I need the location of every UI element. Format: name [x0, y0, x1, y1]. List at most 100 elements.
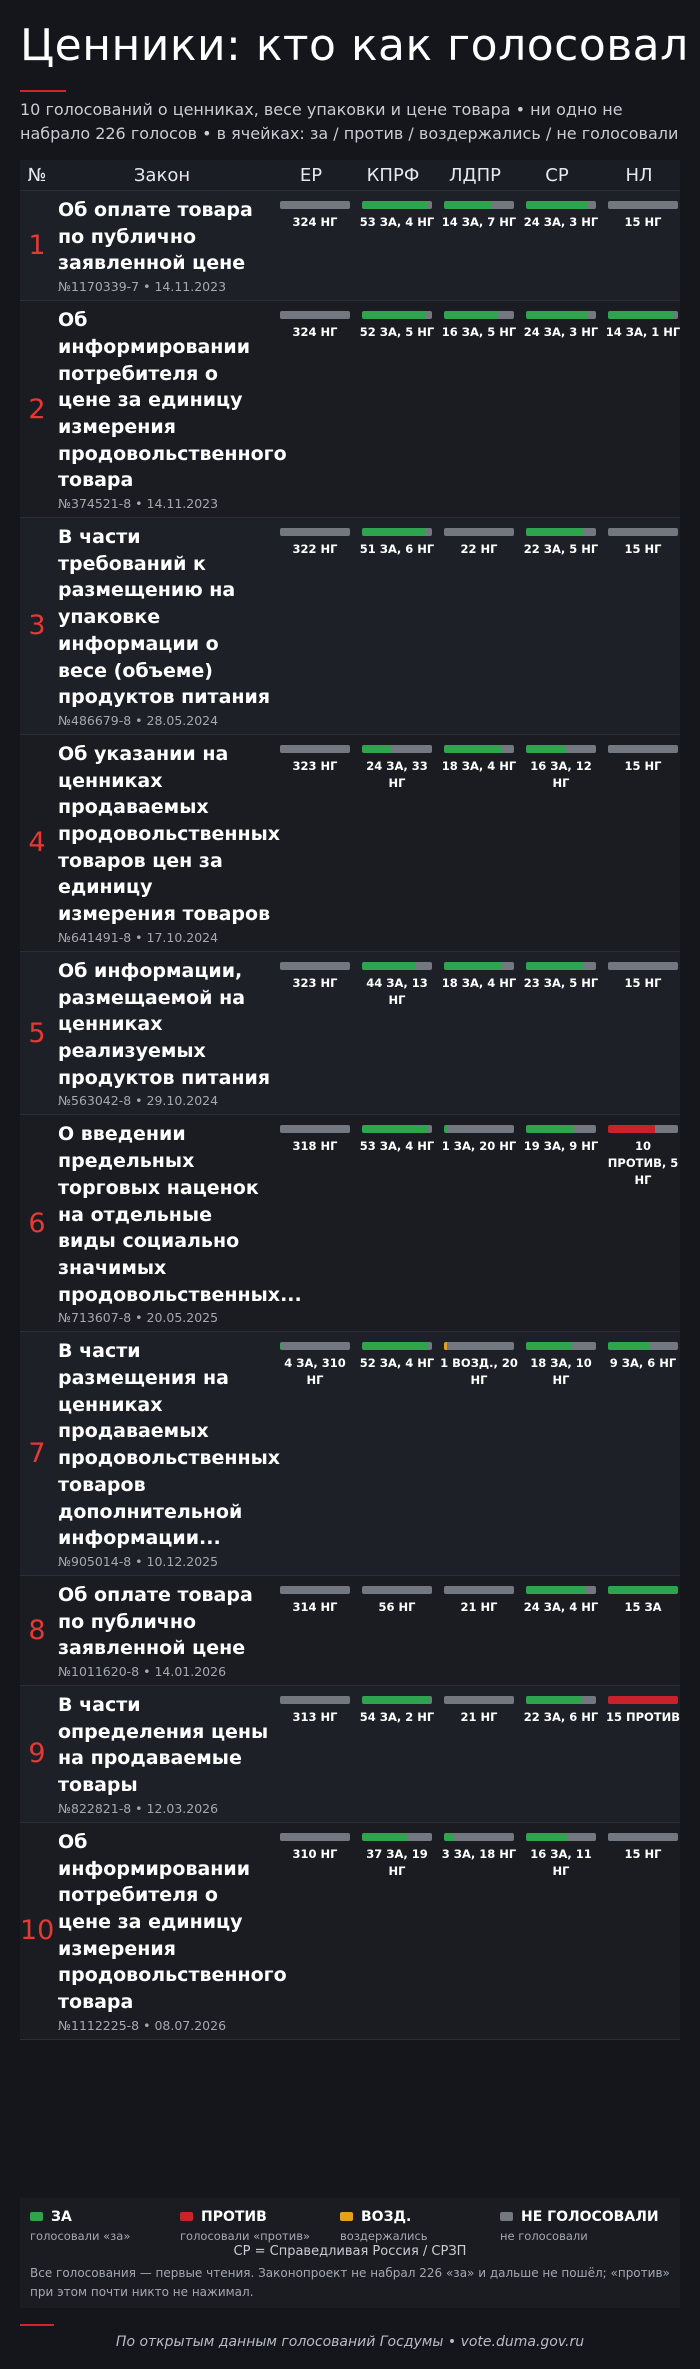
vote-segment	[566, 744, 596, 753]
vote-bar	[608, 744, 678, 753]
vote-segment	[447, 1125, 514, 1134]
law: В части требований к размещению на упако…	[54, 518, 274, 734]
column-header: ЛДПР	[449, 164, 501, 186]
vote-cell: 18 ЗА, 4 НГ	[438, 952, 520, 1115]
table-row: 4 Об указании на ценниках продаваемых про…	[20, 734, 680, 952]
vote-label: 15 НГ	[624, 758, 662, 773]
vote-bar	[444, 744, 514, 753]
vote-bar	[444, 201, 514, 209]
vote-cell: 324 НГ	[274, 191, 356, 300]
vote-label: 14 ЗА, 7 НГ	[441, 215, 517, 229]
vote-label: 15 ПРОТИВ	[605, 1710, 681, 1725]
vote-label: 15 НГ	[624, 215, 662, 229]
vote-segment	[583, 961, 596, 970]
vote-bar	[608, 311, 678, 320]
table-header: № Закон ЕР КПРФ ЛДПР СР НЛ	[20, 160, 680, 191]
law-title: О введении предельных торговых наценок н…	[58, 1123, 302, 1306]
law-meta: №486679-8 • 28.05.2024	[58, 712, 219, 728]
vote-bar	[444, 1585, 514, 1594]
vote-segment	[526, 1585, 586, 1594]
vote-bar	[526, 201, 596, 209]
vote-cell: 44 ЗА, 13 НГ	[356, 952, 438, 1115]
vote-bar	[444, 528, 514, 537]
vote-cell: 22 НГ	[438, 518, 520, 734]
row-number: 5	[28, 1017, 46, 1049]
vote-cell: 18 ЗА, 4 НГ	[438, 735, 520, 951]
column-header: НЛ	[625, 164, 653, 186]
vote-cell: 19 ЗА, 9 НГ	[520, 1115, 602, 1331]
abbr-note: СР = Справедливая Россия / СРЗП	[233, 2244, 467, 2259]
vote-label: 16 ЗА, 12 НГ	[530, 758, 592, 790]
vote-bar	[526, 1832, 596, 1841]
legend-label: ЗА	[51, 2209, 72, 2225]
vote-bar	[526, 1585, 596, 1594]
vote-segment	[362, 1585, 432, 1594]
vote-segment	[444, 1125, 448, 1134]
vote-cell: 324 НГ	[274, 301, 356, 517]
vote-bar	[608, 1342, 678, 1351]
vote-cell: 22 ЗА, 6 НГ	[520, 1686, 602, 1822]
vote-cell: 15 ПРОТИВ	[602, 1686, 684, 1822]
vote-label: 16 ЗА, 11 НГ	[530, 1846, 592, 1878]
vote-segment	[444, 1696, 514, 1705]
vote-segment	[427, 1125, 432, 1134]
law: Об информации, размещаемой на ценниках р…	[54, 952, 274, 1115]
vote-cell: 322 НГ	[274, 518, 356, 734]
law: Об указании на ценниках продаваемых прод…	[54, 735, 280, 951]
vote-label: 18 ЗА, 4 НГ	[441, 975, 517, 990]
legend-label: НЕ ГОЛОСОВАЛИ	[521, 2209, 659, 2225]
vote-cell: 24 ЗА, 3 НГ	[520, 191, 602, 300]
vote-label: 51 ЗА, 6 НГ	[359, 542, 435, 557]
law-title: Об информации, размещаемой на ценниках р…	[58, 959, 271, 1089]
vote-segment	[444, 961, 502, 970]
vote-label: 1 ВОЗД., 20 НГ	[440, 1356, 518, 1388]
vote-bar	[444, 1342, 514, 1351]
vote-cell: 15 ЗА	[602, 1576, 684, 1685]
law-meta: №1170339-7 • 14.11.2023	[58, 279, 227, 295]
vote-label: 23 ЗА, 5 НГ	[523, 975, 599, 990]
row-number: 7	[28, 1438, 46, 1470]
vote-segment	[280, 528, 350, 537]
law-title: В части размещения на ценниках продаваем…	[58, 1340, 281, 1550]
vote-bar	[362, 1832, 432, 1841]
vote-label: 24 ЗА, 3 НГ	[523, 215, 599, 229]
vote-segment	[573, 1125, 596, 1134]
vote-label: 22 НГ	[460, 542, 498, 557]
vote-segment	[608, 1832, 678, 1841]
title: Ценники: кто как голосовал	[20, 20, 689, 71]
vote-segment	[444, 1832, 454, 1841]
vote-segment	[408, 1832, 432, 1841]
vote-cell: 4 ЗА, 310 НГ	[274, 1332, 356, 1575]
vote-segment	[362, 1125, 428, 1134]
law-meta: №563042-8 • 29.10.2024	[58, 1093, 219, 1109]
table-row: 10 Об информировании потребителя о цене з…	[20, 1822, 680, 2040]
table-row: 8 Об оплате товара по публично заявленной…	[20, 1575, 680, 1687]
vote-label: 44 ЗА, 13 НГ	[366, 975, 428, 1007]
vote-bar	[280, 201, 350, 209]
table-row: 5 Об информации, размещаемой на ценниках …	[20, 951, 680, 1116]
vote-label: 323 НГ	[292, 758, 338, 773]
footnote: Все голосования — первые чтения. Законоп…	[30, 2266, 670, 2299]
vote-segment	[526, 201, 589, 209]
law-meta: №713607-8 • 20.05.2025	[58, 1310, 219, 1326]
vote-cell: 15 НГ	[602, 518, 684, 734]
vote-cell: 24 ЗА, 4 НГ	[520, 1576, 602, 1685]
vote-cell: 16 ЗА, 11 НГ	[520, 1823, 602, 2039]
legend-desc: голосовали «за»	[30, 2229, 131, 2243]
vote-label: 14 ЗА, 1 НГ	[605, 325, 681, 340]
law-meta: №1011620-8 • 14.01.2026	[58, 1664, 227, 1680]
vote-segment	[362, 744, 392, 753]
vote-segment	[444, 1342, 448, 1351]
row-number: 9	[28, 1738, 46, 1770]
row-number: 1	[28, 230, 46, 262]
law-meta: №1112225-8 • 08.07.2026	[58, 2017, 227, 2033]
vote-bar	[526, 1696, 596, 1705]
vote-cell: 21 НГ	[438, 1576, 520, 1685]
vote-label: 52 ЗА, 5 НГ	[359, 325, 435, 340]
vote-cell: 14 ЗА, 7 НГ	[438, 191, 520, 300]
vote-bar	[608, 528, 678, 537]
vote-label: 310 НГ	[292, 1846, 338, 1861]
column-header: Закон	[133, 164, 191, 186]
legend-swatch	[500, 2212, 513, 2221]
vote-label: 54 ЗА, 2 НГ	[359, 1710, 435, 1725]
